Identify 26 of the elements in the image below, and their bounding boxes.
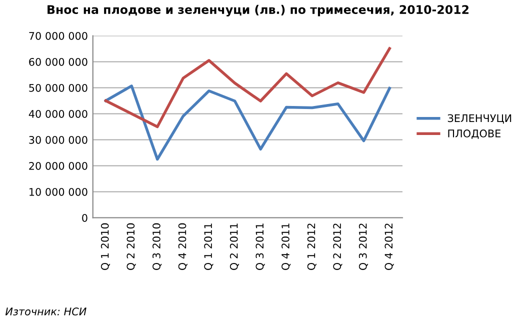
x-tick-label: Q 1 2011 <box>204 224 214 270</box>
x-tick-label: Q 4 2011 <box>282 224 291 270</box>
y-tick-label: 60 000 000 <box>29 58 88 66</box>
y-tick-label: 30 000 000 <box>29 136 88 144</box>
legend-label: ЗЕЛЕНЧУЦИ <box>448 114 512 124</box>
x-tick-label: Q 3 2012 <box>358 224 368 270</box>
x-tick-label: Q 4 2010 <box>178 223 188 270</box>
x-tick-label: Q 1 2010 <box>100 223 110 270</box>
x-tick-label: Q 2 2012 <box>333 224 342 270</box>
y-tick-label: 0 <box>82 214 88 222</box>
x-tick-label: Q 3 2011 <box>256 224 265 270</box>
x-tick-label: Q 4 2012 <box>384 224 394 270</box>
text: Източник: НСИ <box>5 308 86 316</box>
legend-label: ПЛОДОВЕ <box>448 130 500 139</box>
y-tick-label: 50 000 000 <box>29 84 88 92</box>
y-tick-label: 70 000 000 <box>29 32 88 40</box>
x-tick-label: Q 3 2010 <box>152 223 162 270</box>
y-tick-label: 20 000 000 <box>29 162 88 170</box>
line-series <box>104 47 391 128</box>
y-tick-label: 10 000 000 <box>30 188 88 196</box>
y-tick-label: 40 000 000 <box>28 110 88 118</box>
line-series <box>104 84 391 161</box>
x-tick-label: Q 1 2012 <box>307 224 316 270</box>
x-tick-label: Q 2 2010 <box>126 223 136 270</box>
x-tick-label: Q 2 2011 <box>230 224 239 270</box>
chart-title: Внос на плодове и зеленчуци (лв.) по тримесечия, 2010-2012 <box>48 4 468 16</box>
